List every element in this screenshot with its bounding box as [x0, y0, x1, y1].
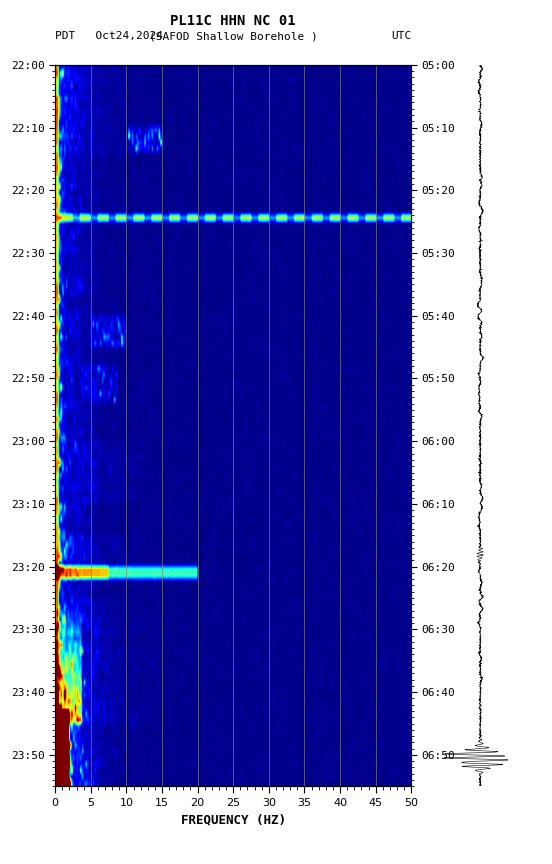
Text: UTC: UTC [391, 31, 411, 41]
Text: PDT   Oct24,2024: PDT Oct24,2024 [55, 31, 163, 41]
X-axis label: FREQUENCY (HZ): FREQUENCY (HZ) [181, 814, 286, 827]
Text: (SAFOD Shallow Borehole ): (SAFOD Shallow Borehole ) [149, 31, 317, 41]
Text: PL11C HHN NC 01: PL11C HHN NC 01 [171, 14, 296, 28]
